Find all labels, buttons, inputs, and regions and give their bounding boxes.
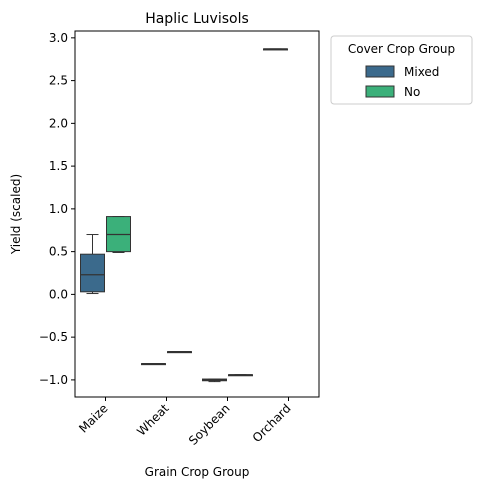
- x-tick-label: Maize: [76, 401, 110, 435]
- box-mixed-maize: [80, 234, 105, 295]
- x-tick-label: Orchard: [250, 401, 294, 445]
- chart-title: Haplic Luvisols: [145, 11, 249, 27]
- x-axis-title: Grain Crop Group: [145, 465, 250, 479]
- box-no-wheat: [167, 351, 192, 354]
- plot-area: [74, 30, 320, 398]
- y-tick-label: 0.5: [49, 245, 68, 259]
- x-axis: Maize Wheat Soybean Orchard: [76, 397, 294, 448]
- box-no-soybean: [228, 374, 253, 377]
- legend-entries: Mixed No: [365, 65, 439, 99]
- y-tick-label: 2.5: [49, 74, 68, 88]
- box-mixed-orchard: [263, 48, 288, 51]
- legend-label-mixed: Mixed: [404, 65, 439, 79]
- y-axis-title: Yield (scaled): [9, 174, 23, 255]
- legend-swatch-no: [365, 85, 395, 98]
- y-tick-label: −1.0: [39, 373, 68, 387]
- box-body: [80, 253, 105, 293]
- legend: Cover Crop Group Mixed No: [330, 35, 473, 105]
- x-tick-label: Soybean: [186, 401, 233, 448]
- legend-swatch-mixed: [365, 65, 395, 78]
- y-tick-label: 3.0: [49, 31, 68, 45]
- legend-label-no: No: [404, 85, 420, 99]
- y-tick-label: −0.5: [39, 330, 68, 344]
- y-axis: 3.0 2.5 2.0 1.5 1.0 0.5 0.0 −0.5 −1.0: [39, 31, 75, 387]
- box-no-maize: [106, 216, 131, 253]
- legend-title: Cover Crop Group: [348, 42, 455, 56]
- box-mixed-soybean: [202, 378, 227, 383]
- y-tick-label: 0.0: [49, 287, 68, 301]
- y-tick-label: 2.0: [49, 116, 68, 130]
- x-tick-label: Wheat: [134, 401, 172, 439]
- axes-frame: [74, 30, 320, 398]
- box-mixed-wheat: [141, 362, 166, 366]
- y-tick-label: 1.0: [49, 202, 68, 216]
- y-tick-label: 1.5: [49, 159, 68, 173]
